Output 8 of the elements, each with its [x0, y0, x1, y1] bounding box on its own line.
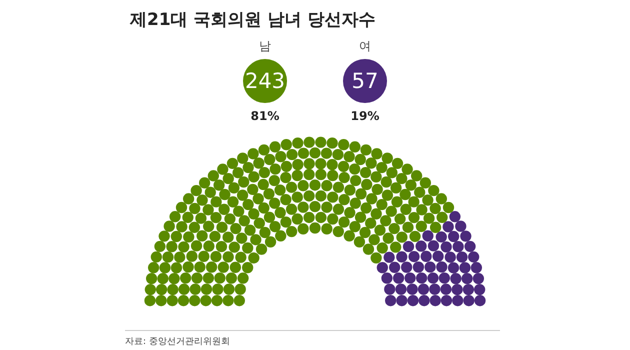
- text: 81%: [250, 109, 280, 123]
- text: 19%: [350, 109, 380, 123]
- text: 제21대 국회의원 남녀 당선자수: [130, 9, 376, 31]
- text: 자료: 중앙선거관리위원회: [125, 336, 230, 348]
- category-label: 여: [358, 38, 372, 55]
- data-label: 57: [343, 59, 387, 103]
- data-label: 243: [243, 59, 287, 103]
- category-label: 남: [258, 38, 272, 55]
